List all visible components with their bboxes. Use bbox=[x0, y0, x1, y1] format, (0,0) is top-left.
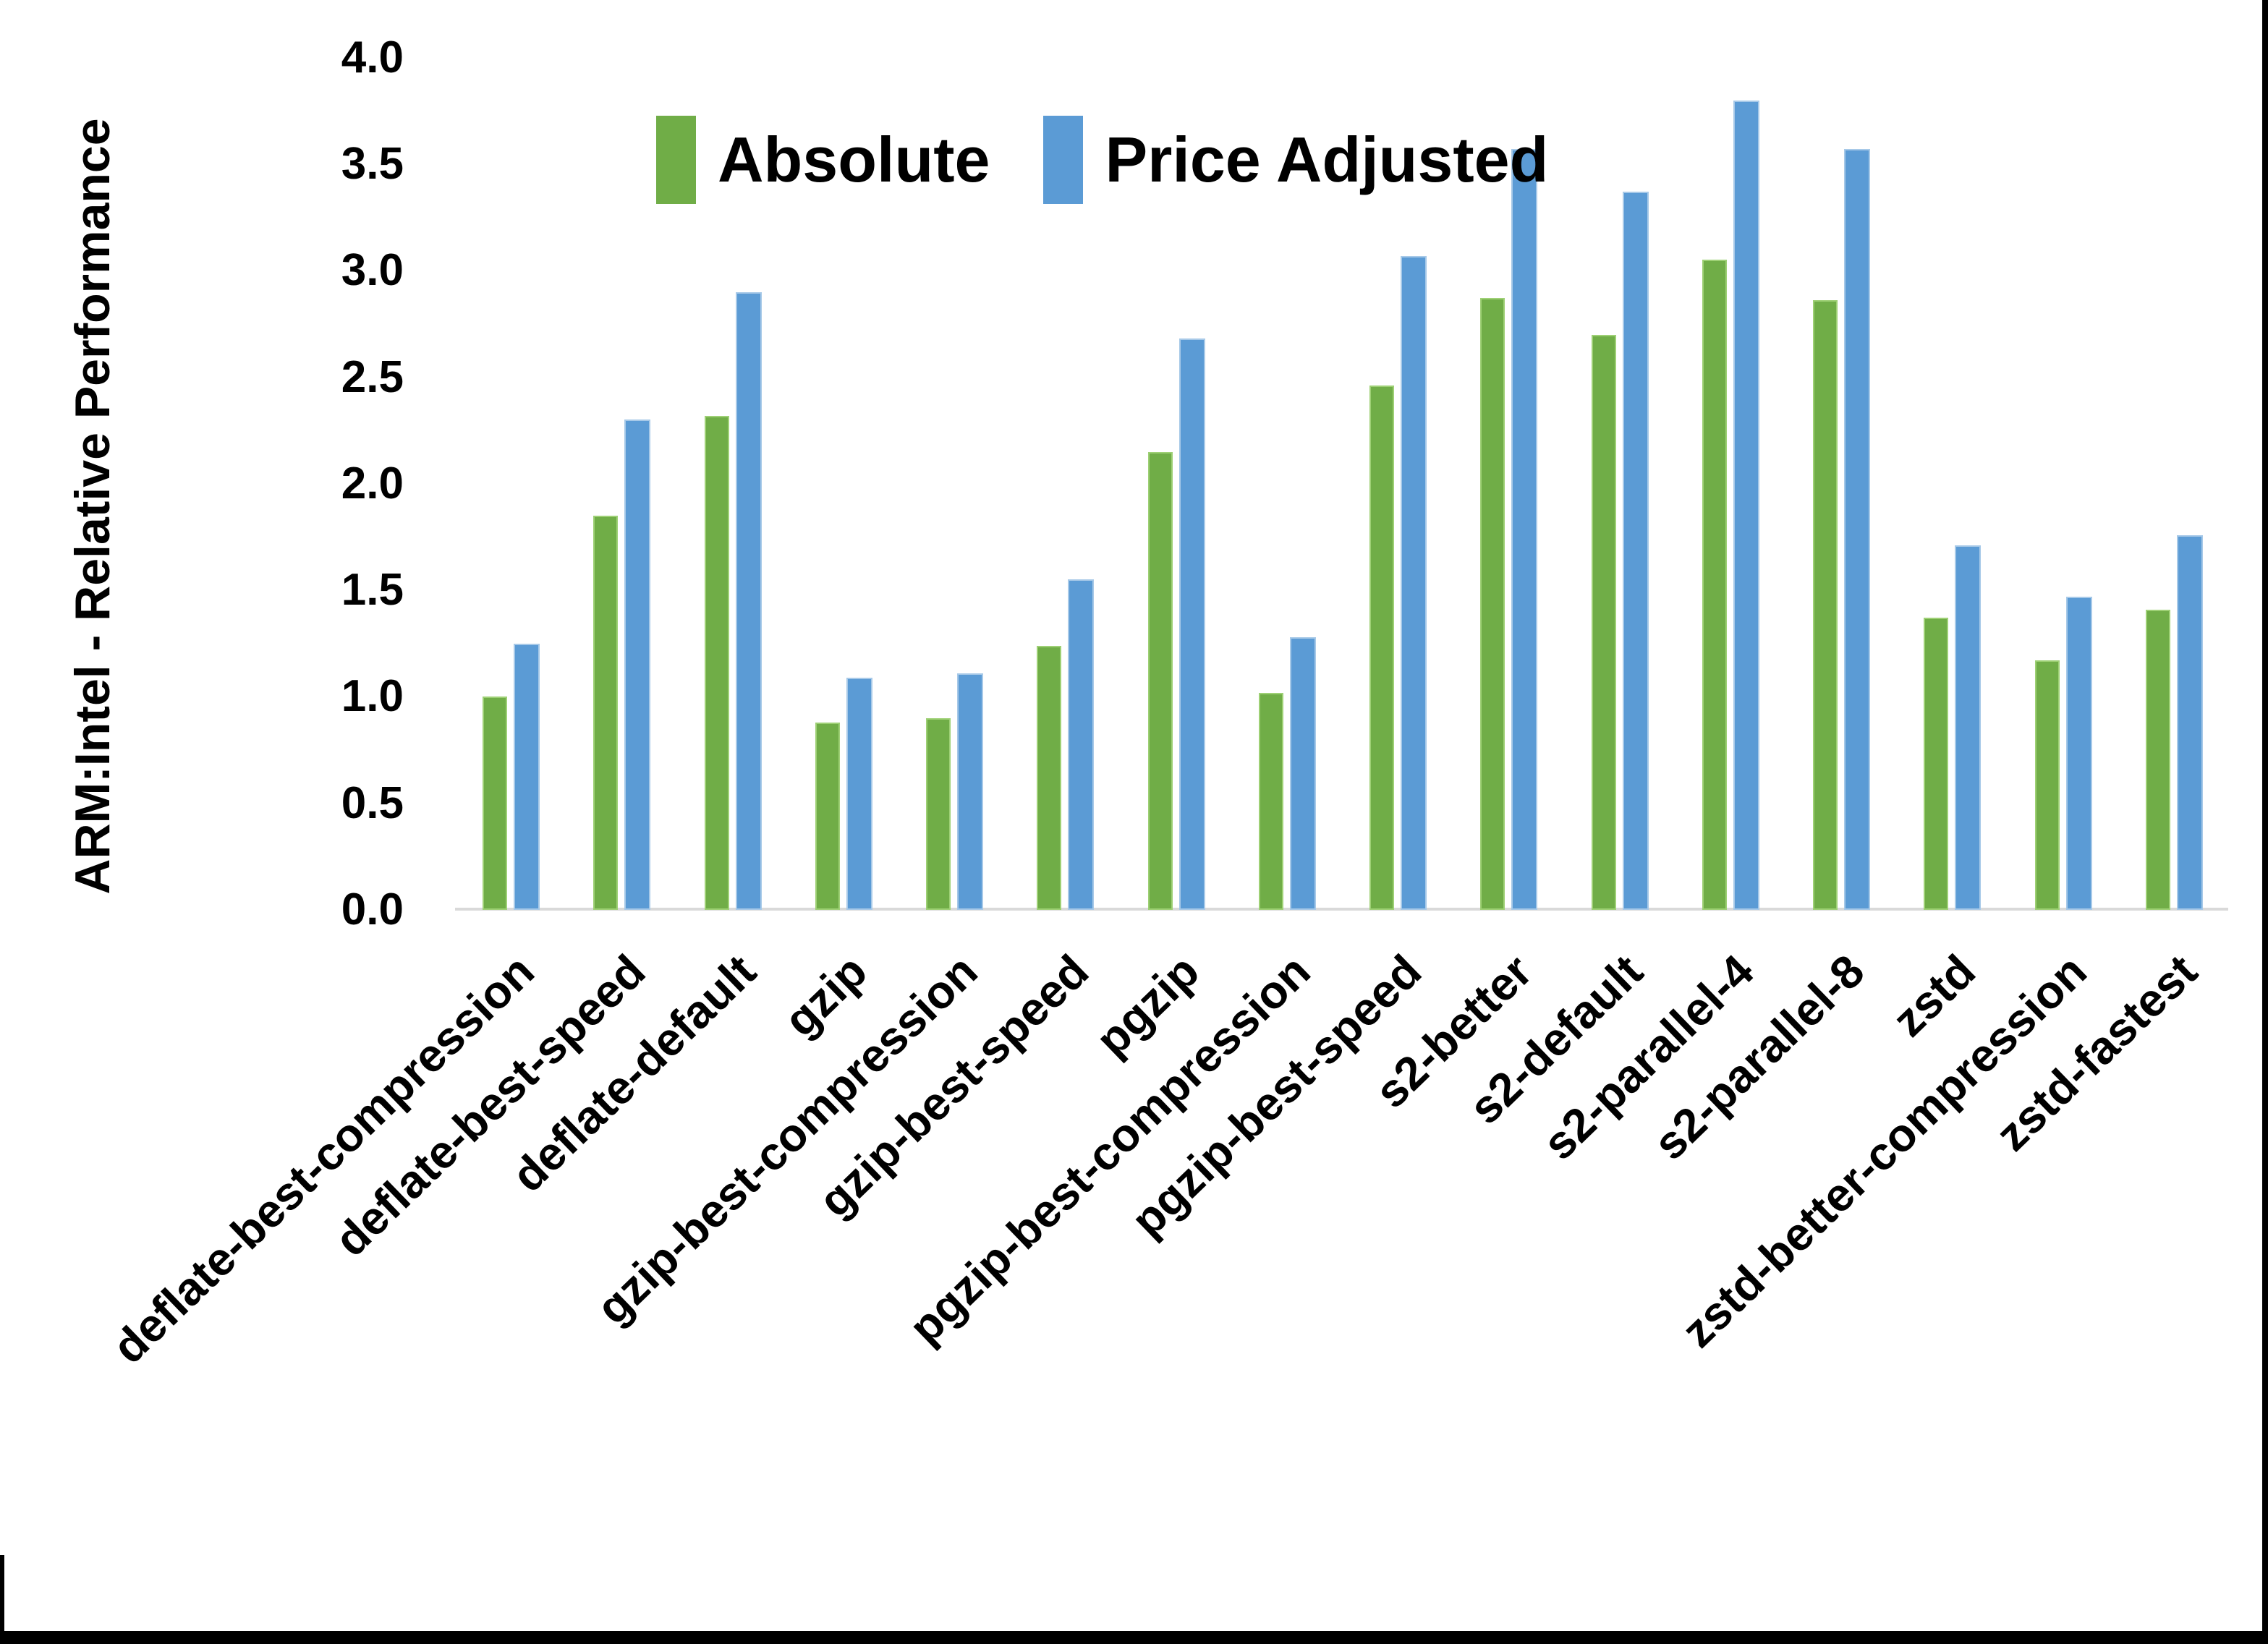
bar-price-adjusted-s2-better bbox=[1511, 149, 1538, 910]
bar-price-adjusted-s2-default bbox=[1622, 192, 1649, 910]
bar-price-adjusted-gzip bbox=[846, 677, 872, 910]
legend-item-price-adjusted: Price Adjusted bbox=[1043, 116, 1548, 204]
bar-absolute-s2-parallel-4 bbox=[1702, 260, 1727, 910]
bar-price-adjusted-zstd bbox=[1955, 545, 1982, 910]
bar-absolute-gzip-best-speed bbox=[1037, 645, 1062, 910]
page-border-left-bottom bbox=[0, 1555, 4, 1644]
legend-item-absolute: Absolute bbox=[656, 116, 990, 204]
legend-label: Absolute bbox=[718, 124, 990, 195]
bar-absolute-s2-parallel-8 bbox=[1813, 300, 1838, 910]
x-tick-label-gzip: gzip bbox=[773, 945, 877, 1047]
bar-price-adjusted-zstd-better-compression bbox=[2065, 596, 2092, 910]
y-tick-label-1.5: 1.5 bbox=[341, 565, 404, 616]
x-axis-line bbox=[455, 908, 2228, 911]
bar-price-adjusted-s2-parallel-8 bbox=[1844, 149, 1870, 910]
bar-absolute-pgzip-best-speed bbox=[1369, 386, 1394, 910]
bar-absolute-pgzip-best-compression bbox=[1258, 692, 1283, 910]
bar-absolute-gzip bbox=[815, 722, 840, 910]
legend: Absolute Price Adjusted bbox=[656, 116, 1548, 204]
bar-price-adjusted-zstd-fastest bbox=[2176, 534, 2203, 910]
bar-price-adjusted-pgzip-best-speed bbox=[1401, 255, 1427, 910]
bar-absolute-pgzip bbox=[1147, 451, 1173, 910]
bar-price-adjusted-deflate-default bbox=[735, 291, 762, 910]
page-border-right bbox=[2262, 0, 2268, 1644]
bar-price-adjusted-gzip-best-compression bbox=[957, 673, 983, 910]
x-tick-label-zstd: zstd bbox=[1882, 945, 1986, 1047]
y-tick-label-3.5: 3.5 bbox=[341, 138, 404, 189]
legend-swatch-price-adjusted bbox=[1043, 116, 1084, 204]
page-border-bottom bbox=[0, 1631, 2268, 1644]
bar-absolute-gzip-best-compression bbox=[926, 717, 951, 910]
bar-price-adjusted-deflate-best-compression bbox=[514, 643, 540, 910]
legend-swatch-absolute bbox=[656, 116, 696, 204]
bar-price-adjusted-deflate-best-speed bbox=[624, 419, 651, 910]
bar-absolute-deflate-best-speed bbox=[593, 515, 619, 910]
bar-price-adjusted-gzip-best-speed bbox=[1068, 579, 1095, 910]
bar-absolute-deflate-best-compression bbox=[483, 697, 507, 910]
y-tick-label-1.0: 1.0 bbox=[341, 671, 404, 722]
bar-price-adjusted-pgzip bbox=[1178, 338, 1205, 910]
bar-absolute-s2-better bbox=[1480, 298, 1505, 910]
bar-absolute-deflate-default bbox=[704, 415, 729, 910]
y-tick-label-2.0: 2.0 bbox=[341, 458, 404, 508]
y-tick-label-4.0: 4.0 bbox=[341, 32, 404, 82]
bar-price-adjusted-s2-parallel-4 bbox=[1733, 100, 1759, 910]
y-tick-label-0.0: 0.0 bbox=[341, 885, 404, 934]
bar-absolute-zstd-fastest bbox=[2145, 609, 2170, 910]
bar-price-adjusted-pgzip-best-compression bbox=[1289, 636, 1316, 910]
y-tick-label-2.5: 2.5 bbox=[341, 352, 404, 402]
bar-absolute-zstd-better-compression bbox=[2034, 660, 2060, 910]
x-tick-label-deflate-best-compression: deflate-best-compression bbox=[102, 945, 545, 1373]
bar-absolute-zstd bbox=[1924, 618, 1949, 910]
y-tick-label-0.5: 0.5 bbox=[341, 778, 404, 828]
y-tick-label-3.0: 3.0 bbox=[341, 245, 404, 296]
bar-absolute-s2-default bbox=[1591, 334, 1616, 910]
legend-label: Price Adjusted bbox=[1105, 124, 1549, 195]
